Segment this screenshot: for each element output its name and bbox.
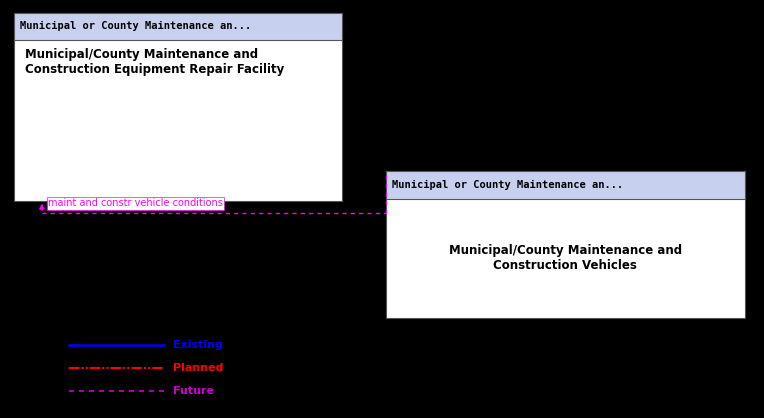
- Bar: [14, 13, 342, 201]
- Text: Municipal/County Maintenance and
Construction Vehicles: Municipal/County Maintenance and Constru…: [448, 244, 682, 272]
- Text: maint and constr vehicle conditions: maint and constr vehicle conditions: [48, 198, 223, 208]
- Text: Future: Future: [173, 386, 215, 396]
- Text: Municipal/County Maintenance and
Construction Equipment Repair Facility: Municipal/County Maintenance and Constru…: [25, 48, 284, 76]
- Bar: [386, 171, 745, 199]
- Bar: [386, 171, 745, 318]
- Text: Municipal or County Maintenance an...: Municipal or County Maintenance an...: [20, 21, 251, 31]
- Text: Existing: Existing: [173, 340, 223, 350]
- Text: Planned: Planned: [173, 363, 224, 373]
- Bar: [14, 13, 342, 40]
- Text: Municipal or County Maintenance an...: Municipal or County Maintenance an...: [392, 180, 623, 190]
